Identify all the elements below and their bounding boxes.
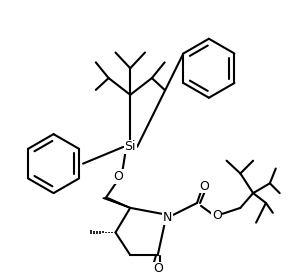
Text: Si: Si xyxy=(124,140,136,153)
Text: O: O xyxy=(212,209,222,222)
Text: O: O xyxy=(153,262,163,275)
Polygon shape xyxy=(103,198,130,208)
Text: O: O xyxy=(113,170,123,183)
Text: N: N xyxy=(163,211,172,224)
Text: O: O xyxy=(199,180,209,193)
